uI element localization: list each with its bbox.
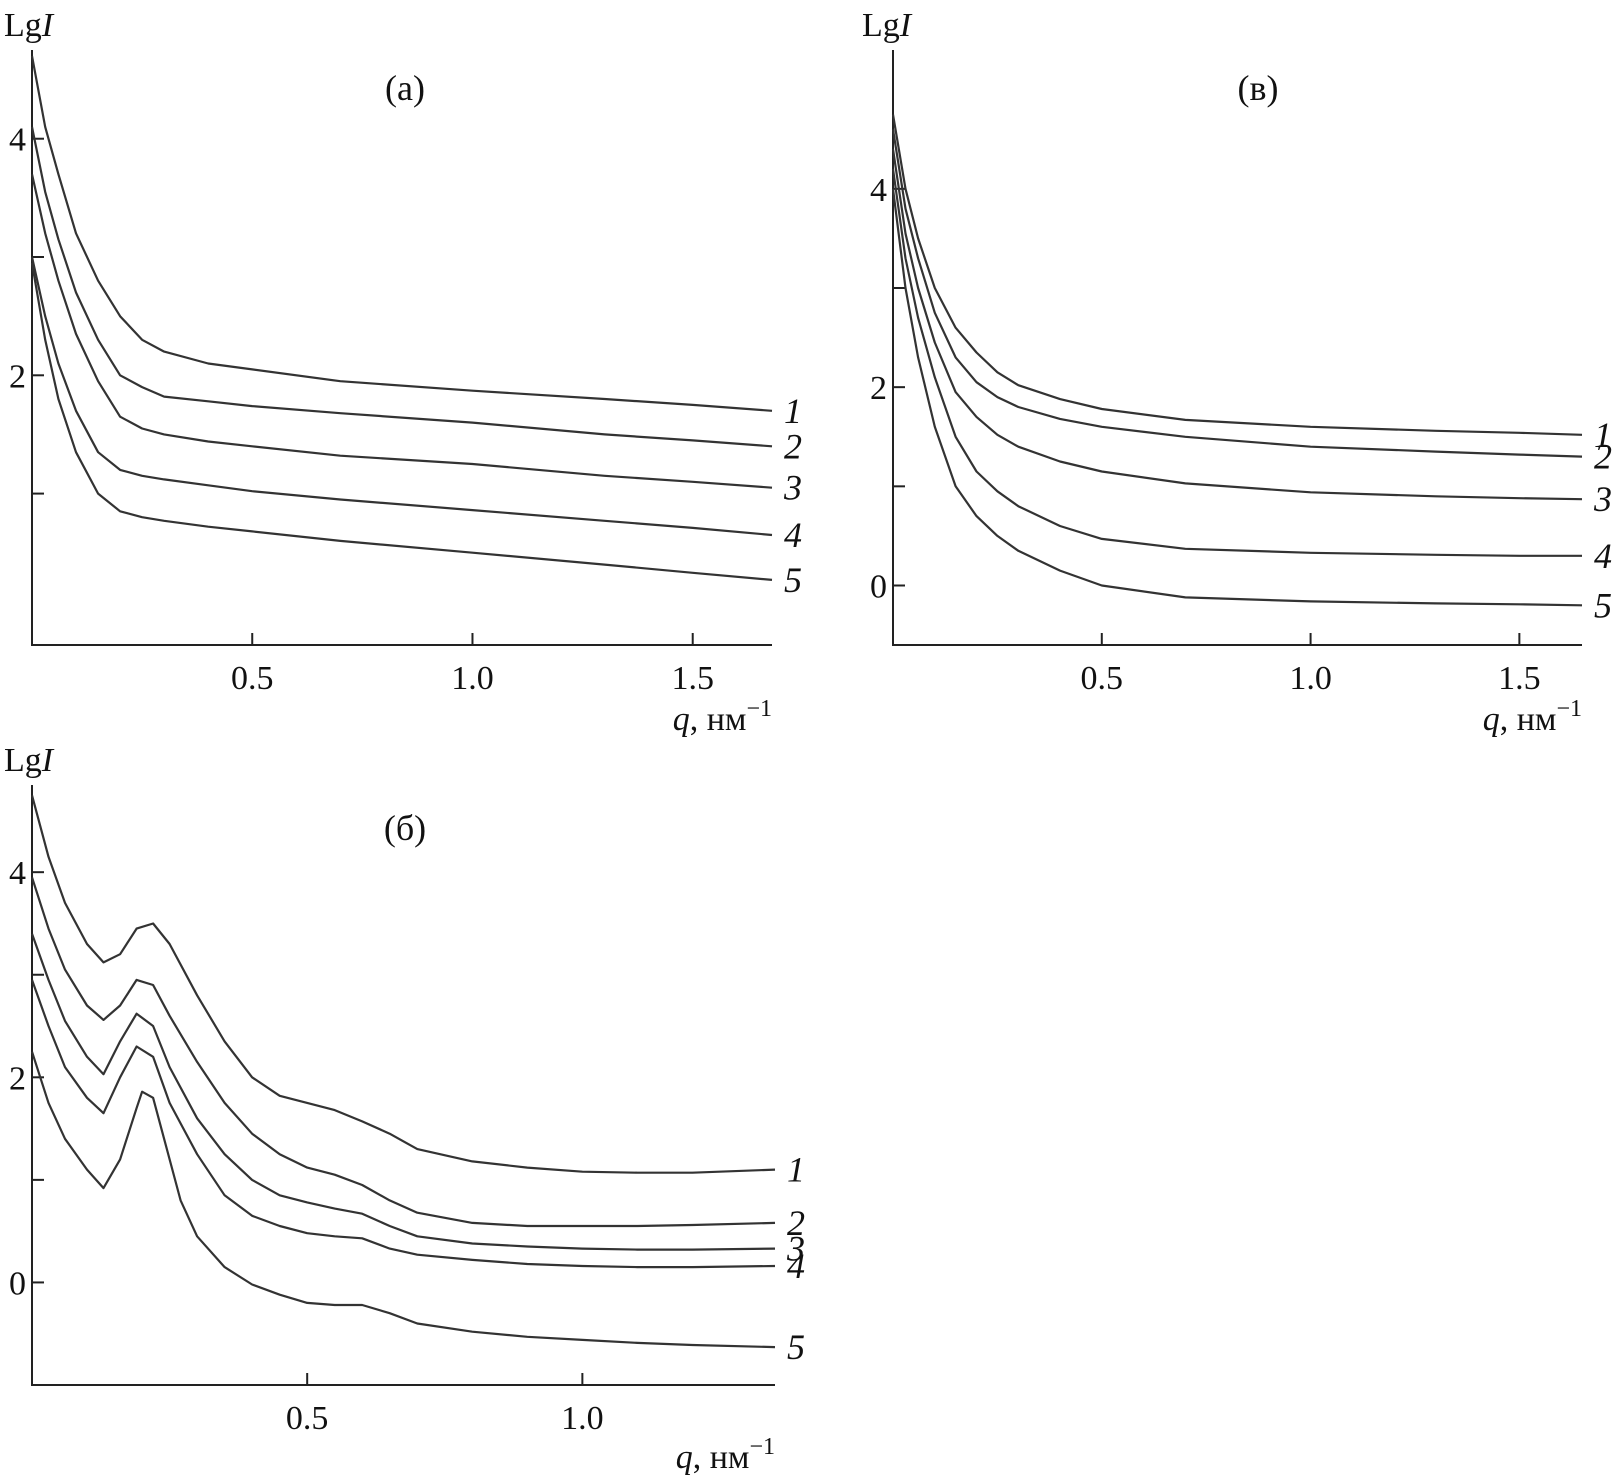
series-label-2: 2: [784, 426, 802, 466]
series-line-1: [30, 795, 776, 1174]
panel-label: (б): [384, 808, 426, 848]
series-line-4: [30, 256, 773, 537]
series-label-1: 1: [787, 1150, 805, 1190]
y-tick-label: 2: [9, 1060, 26, 1097]
axes-frame: [31, 50, 772, 646]
axes-frame: [31, 785, 775, 1386]
x-tick-label: 0.5: [1081, 660, 1124, 697]
series-label-4: 4: [784, 515, 802, 555]
y-tick-label: 4: [9, 122, 26, 159]
y-tick-label: 4: [870, 172, 887, 209]
series-line-1: [30, 55, 773, 412]
x-tick-label: 1.0: [561, 1400, 604, 1437]
series-line-2: [30, 126, 773, 448]
panel-label: (в): [1238, 68, 1279, 108]
y-tick-label: 2: [9, 358, 26, 395]
series-line-5: [891, 188, 1583, 607]
series-label-2: 2: [1594, 437, 1612, 477]
series-line-2: [891, 129, 1583, 458]
series-line-3: [30, 933, 776, 1251]
y-tick-label: 2: [870, 370, 887, 407]
series-line-5: [30, 262, 773, 581]
series-line-5: [30, 1051, 776, 1349]
series-label-3: 3: [1593, 479, 1612, 519]
series-label-1: 1: [1594, 415, 1612, 455]
series-line-2: [30, 876, 776, 1228]
x-axis-title: q, нм−1: [673, 696, 772, 738]
axes-frame: [892, 50, 1582, 646]
series-label-2: 2: [787, 1203, 805, 1243]
series-label-4: 4: [787, 1246, 805, 1286]
series-label-3: 3: [783, 468, 802, 508]
panel-label: (а): [385, 68, 425, 108]
y-tick-label: 0: [870, 569, 887, 606]
x-axis-title: q, нм−1: [1483, 696, 1582, 738]
series-label-3: 3: [786, 1229, 805, 1269]
x-tick-label: 1.5: [671, 660, 714, 697]
x-tick-label: 1.5: [1498, 660, 1541, 697]
series-line-3: [30, 173, 773, 489]
series-label-4: 4: [1594, 536, 1612, 576]
y-axis-title: LgI: [4, 742, 55, 779]
x-tick-label: 1.0: [1289, 660, 1332, 697]
y-tick-label: 0: [9, 1265, 26, 1302]
x-axis-title: q, нм−1: [676, 1434, 775, 1476]
y-axis-title: LgI: [862, 7, 913, 44]
series-line-3: [891, 149, 1583, 501]
x-tick-label: 0.5: [231, 660, 274, 697]
series-label-1: 1: [784, 391, 802, 431]
series-line-4: [891, 168, 1582, 557]
x-tick-label: 0.5: [286, 1400, 329, 1437]
series-label-5: 5: [784, 560, 802, 600]
series-label-5: 5: [1594, 585, 1612, 625]
series-line-1: [891, 114, 1583, 436]
y-axis-title: LgI: [4, 7, 55, 44]
y-tick-label: 4: [9, 855, 26, 892]
series-line-4: [30, 979, 776, 1269]
x-tick-label: 1.0: [451, 660, 494, 697]
series-label-5: 5: [787, 1327, 805, 1367]
